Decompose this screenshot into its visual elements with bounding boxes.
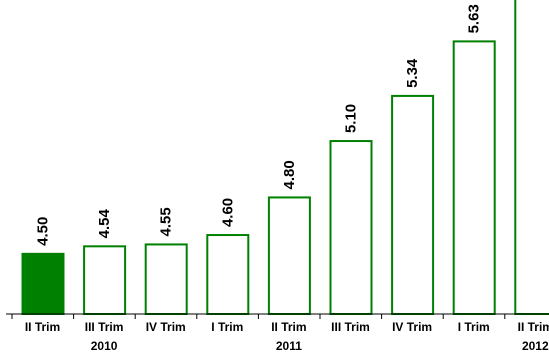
bar-3 (206, 234, 250, 315)
category-label-4: II Trim (271, 320, 306, 334)
year-labels-group: 2010 2011 2012 (91, 339, 549, 353)
category-labels-group: II Trim III Trim IV Trim I Trim II Trim III T… (25, 320, 549, 334)
bar-2 (144, 243, 188, 315)
category-label-3: I Trim (211, 320, 243, 334)
category-label-7: I Trim (458, 320, 490, 334)
bar-7 (452, 40, 496, 316)
bar-5 (329, 140, 373, 315)
category-label-6: IV Trim (392, 320, 432, 334)
bar-6 (391, 94, 435, 315)
value-label-4: 4.80 (281, 160, 298, 189)
value-label-0: 4.50 (35, 217, 52, 246)
category-label-0: II Trim (25, 320, 60, 334)
bar-4 (267, 196, 311, 315)
category-label-8: II Trim (518, 320, 549, 334)
x-axis-ticks-group (11, 314, 506, 319)
value-label-5: 5.10 (343, 104, 360, 133)
bar-8 (514, 0, 549, 316)
category-label-2: IV Trim (146, 320, 186, 334)
category-label-5: III Trim (331, 320, 370, 334)
year-label-2011: 2011 (276, 339, 302, 353)
value-label-1: 4.54 (96, 208, 113, 238)
category-label-1: III Trim (85, 320, 124, 334)
value-label-6: 5.34 (404, 58, 421, 88)
value-labels-group: 4.504.544.554.604.805.105.345.635.87 (35, 4, 483, 246)
bar-1 (83, 245, 127, 316)
value-label-7: 5.63 (466, 4, 483, 33)
bars-group (21, 0, 549, 316)
value-label-2: 4.55 (158, 207, 175, 236)
bar-0 (21, 252, 65, 315)
year-label-2012: 2012 (522, 339, 549, 353)
value-label-3: 4.60 (219, 198, 236, 227)
year-label-2010: 2010 (91, 339, 118, 353)
